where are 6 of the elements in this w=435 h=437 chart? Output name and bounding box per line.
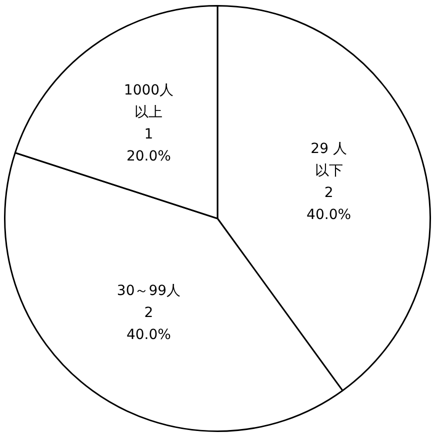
slice-label: 1000人以上: [124, 82, 174, 120]
slice-label: 29 人以下: [310, 140, 347, 179]
data-label: 2 40.0%: [306, 184, 352, 223]
data-label: 2 40.0%: [126, 304, 171, 343]
slice-label: 30～99人: [116, 282, 181, 299]
data-label: 1 20.0%: [126, 126, 171, 164]
